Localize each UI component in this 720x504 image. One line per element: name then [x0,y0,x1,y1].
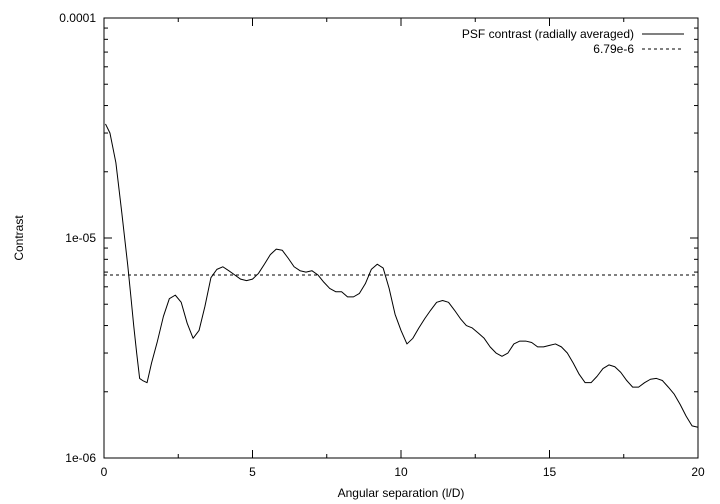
y-axis-ticks: 1e-06 1e-05 0.0001 [59,11,698,465]
x-tick-label: 20 [691,465,705,479]
x-tick-label: 10 [394,465,408,479]
x-axis-label: Angular separation (l/D) [338,486,465,500]
psf-contrast-line [105,123,699,428]
legend-label: PSF contrast (radially averaged) [462,27,634,41]
x-tick-label: 0 [101,465,108,479]
legend-label: 6.79e-6 [593,42,634,56]
legend: PSF contrast (radially averaged)6.79e-6 [462,27,684,56]
x-tick-label: 15 [543,465,557,479]
y-tick-label: 1e-05 [65,231,96,245]
x-axis-ticks: 0 5 10 15 20 [101,18,705,479]
plot-series [104,123,699,428]
y-tick-label: 1e-06 [65,451,96,465]
plot-frame [103,17,699,459]
y-axis-label: Contrast [12,215,26,261]
y-tick-label: 0.0001 [59,11,96,25]
x-tick-label: 5 [249,465,256,479]
